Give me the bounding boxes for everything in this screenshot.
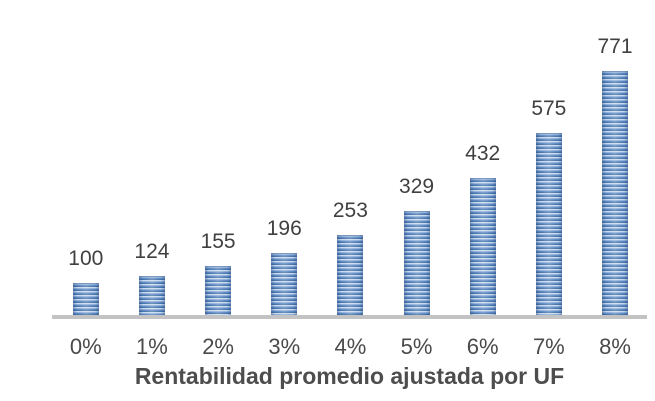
bar <box>138 276 165 315</box>
x-tick-label: 0% <box>69 334 102 359</box>
bar <box>469 178 496 315</box>
bar-value-label: 253 <box>332 199 368 222</box>
bar-value-label: 124 <box>134 240 170 263</box>
x-tick-label: 5% <box>400 334 433 359</box>
bar <box>602 71 628 315</box>
bar <box>337 235 364 315</box>
x-tick-label: 4% <box>334 334 367 359</box>
x-tick-label: 1% <box>136 334 168 359</box>
bar <box>535 133 562 315</box>
x-tick-label: 6% <box>466 334 499 359</box>
bar <box>72 283 99 315</box>
bar <box>403 211 430 315</box>
bar <box>205 266 232 315</box>
bar-value-label: 196 <box>266 217 302 240</box>
bar-value-label: 432 <box>465 142 501 165</box>
bar-value-label: 155 <box>200 230 236 253</box>
x-tick-label: 2% <box>202 334 234 359</box>
x-axis-line <box>52 315 647 319</box>
bar-value-label: 100 <box>68 247 104 270</box>
bar-value-label: 575 <box>531 97 567 120</box>
bar-value-label: 329 <box>399 175 435 198</box>
bar <box>271 253 298 315</box>
x-axis-title: Rentabilidad promedio ajustada por UF <box>134 363 565 389</box>
x-tick-label: 7% <box>532 334 565 359</box>
x-tick-label: 8% <box>599 334 631 359</box>
bar-value-label: 771 <box>597 35 633 58</box>
x-tick-label: 3% <box>268 334 301 359</box>
